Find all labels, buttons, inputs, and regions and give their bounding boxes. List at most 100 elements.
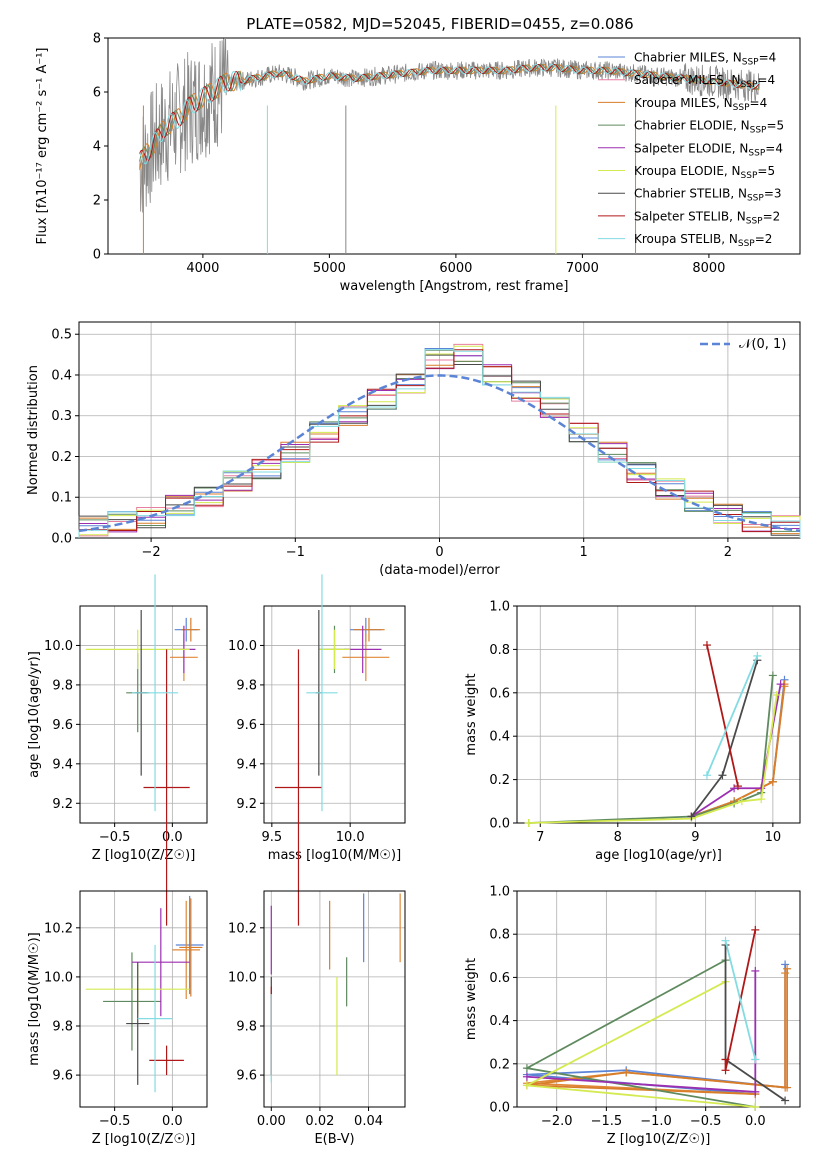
weight-line: [691, 684, 786, 818]
x-axis-label: Z [log10(Z/Z☉)]: [92, 848, 196, 863]
x-axis-label: E(B-V): [314, 1132, 354, 1147]
x-tick-label: 0.04: [354, 1114, 383, 1129]
panel-4: 7 8 9 10 0.0 0.2 0.4 0.6 0.8 1.0 age [log10(age/yr…: [464, 600, 801, 863]
y-tick-label: 10.0: [228, 639, 257, 654]
x-tick-label: 0.0: [162, 830, 183, 845]
y-tick-label: 0.4: [489, 730, 510, 745]
panel-6: 0.00 0.02 0.04 9.6 9.8 10.0 10.2 E(B-V): [228, 890, 406, 1147]
weight-line: [690, 659, 759, 818]
y-tick-label: 9.6: [236, 1069, 257, 1084]
y-tick-label: 0.6: [489, 686, 510, 701]
legend-value: =3: [764, 187, 782, 201]
y-tick-label: 0: [93, 248, 101, 263]
legend-value: =4: [765, 141, 783, 155]
y-tick-label: 0.1: [51, 491, 72, 506]
x-tick-label: 2: [724, 545, 732, 560]
x-tick-label: −1.5: [591, 1114, 623, 1129]
legend-subscript: SSP: [747, 194, 764, 204]
x-tick-label: 4000: [186, 261, 219, 276]
legend-subscript: SSP: [738, 239, 755, 249]
y-tick-label: 10.0: [44, 970, 73, 985]
y-tick-label: 0.3: [51, 409, 72, 424]
x-tick-label: −2.0: [541, 1114, 573, 1129]
panel-2: −0.5 0.0 9.2 9.4 9.6 9.8 10.0 Z [log10(Z/Z☉)] ag…: [27, 574, 208, 926]
legend-label: Kroupa STELIB, NSSP=2: [634, 232, 772, 249]
y-tick-label: 0.8: [489, 643, 510, 658]
y-tick-label: 1.0: [489, 885, 510, 900]
panel-5: −0.5 0.0 9.6 9.8 10.0 10.2 Z [log10(Z/Z☉)] mass…: [27, 890, 208, 1147]
y-tick-label: 9.6: [52, 718, 73, 733]
x-tick-label: −0.5: [99, 1114, 131, 1129]
x-axis-label: Z [log10(Z/Z☉)]: [92, 1132, 196, 1147]
legend-label: Chabrier ELODIE, NSSP=5: [634, 119, 784, 136]
y-tick-label: 0.0: [489, 1101, 510, 1116]
x-axis-label: mass [log10(M/M☉)]: [268, 848, 401, 863]
panel-1: −2 −1 0 1 2 0.0 0.1 0.2 0.3 0.4 0.5 (data-model)/er…: [26, 321, 801, 578]
panel-0: 4000 5000 6000 7000 8000 0 2 4 6 8 wavelength [Ang…: [35, 32, 801, 294]
spectrum-area: [139, 38, 760, 254]
weight-line: [706, 655, 759, 776]
y-tick-label: 0.4: [489, 1014, 510, 1029]
figure-title: PLATE=0582, MJD=52045, FIBERID=0455, z=0…: [246, 15, 633, 33]
y-tick-label: 9.8: [52, 678, 73, 693]
weight-line: [528, 694, 778, 824]
legend-label: Kroupa ELODIE, NSSP=5: [634, 164, 775, 181]
y-axis-label: Normed distribution: [26, 365, 41, 495]
weight-line: [690, 683, 782, 818]
x-tick-label: 0: [435, 545, 443, 560]
y-tick-label: 2: [93, 194, 101, 209]
y-tick-label: 0.8: [489, 928, 510, 943]
x-tick-label: −1.0: [640, 1114, 672, 1129]
x-tick-label: 0.00: [257, 1114, 286, 1129]
histogram-step: [78, 349, 801, 538]
weight-line: [526, 970, 757, 1093]
model-spectrum: [139, 63, 760, 165]
x-tick-label: 0.0: [745, 1114, 766, 1129]
y-tick-label: 0.2: [489, 773, 510, 788]
y-tick-label: 0.5: [51, 328, 72, 343]
y-axis-label: age [log10(age/yr)]: [27, 651, 42, 778]
x-tick-label: −0.5: [690, 1114, 722, 1129]
legend-subscript: SSP: [750, 126, 767, 136]
normal-curve: [78, 374, 801, 533]
y-tick-label: 4: [93, 140, 101, 155]
legend-value: =4: [759, 51, 777, 65]
x-tick-label: 7: [536, 830, 544, 845]
y-tick-label: 6: [93, 86, 101, 101]
y-axis-label: mass [log10(M/M☉)]: [27, 932, 42, 1065]
plot-frame: [516, 890, 801, 1108]
y-tick-label: 1.0: [489, 600, 510, 615]
y-tick-label: 10.2: [44, 921, 73, 936]
y-tick-label: 0.2: [51, 450, 72, 465]
y-tick-label: 0.4: [51, 368, 72, 383]
y-axis-label: mass weight: [464, 958, 479, 1040]
y-tick-label: 0.6: [489, 971, 510, 986]
y-axis-label: mass weight: [464, 673, 479, 755]
y-tick-label: 9.6: [236, 718, 257, 733]
y-tick-label: 9.2: [52, 797, 73, 812]
x-axis-label: Z [log10(Z/Z☉)]: [607, 1132, 711, 1147]
legend-label: 𝒩(0, 1): [739, 337, 786, 352]
legend-label: Kroupa MILES, NSSP=4: [634, 96, 767, 113]
y-tick-label: 9.2: [236, 797, 257, 812]
y-tick-label: 10.0: [44, 639, 73, 654]
x-tick-label: 6000: [439, 261, 472, 276]
y-tick-label: 9.4: [52, 757, 73, 772]
y-tick-label: 8: [93, 32, 101, 47]
plot-frame: [79, 890, 208, 1108]
x-tick-label: 10: [765, 830, 782, 845]
x-tick-label: 10.0: [336, 830, 365, 845]
charts: 4000 5000 6000 7000 8000 0 2 4 6 8 wavelength [Ang…: [26, 32, 801, 1147]
x-axis-label: age [log10(age/yr)]: [595, 848, 722, 863]
panel-7: −2.0 −1.5 −1.0 −0.5 0.0 0.0 0.2 0.4 0.6 0.8 1.0 Z […: [464, 885, 801, 1147]
x-axis-label: (data-model)/error: [379, 563, 500, 578]
legend-value: =5: [766, 119, 784, 133]
y-tick-label: 9.4: [236, 757, 257, 772]
legend-label: Salpeter ELODIE, NSSP=4: [634, 141, 783, 158]
x-tick-label: 0.0: [162, 1114, 183, 1129]
data-spectrum: [139, 38, 760, 213]
y-tick-label: 9.6: [52, 1069, 73, 1084]
x-tick-label: 1: [580, 545, 588, 560]
legend-subscript: SSP: [748, 148, 765, 158]
